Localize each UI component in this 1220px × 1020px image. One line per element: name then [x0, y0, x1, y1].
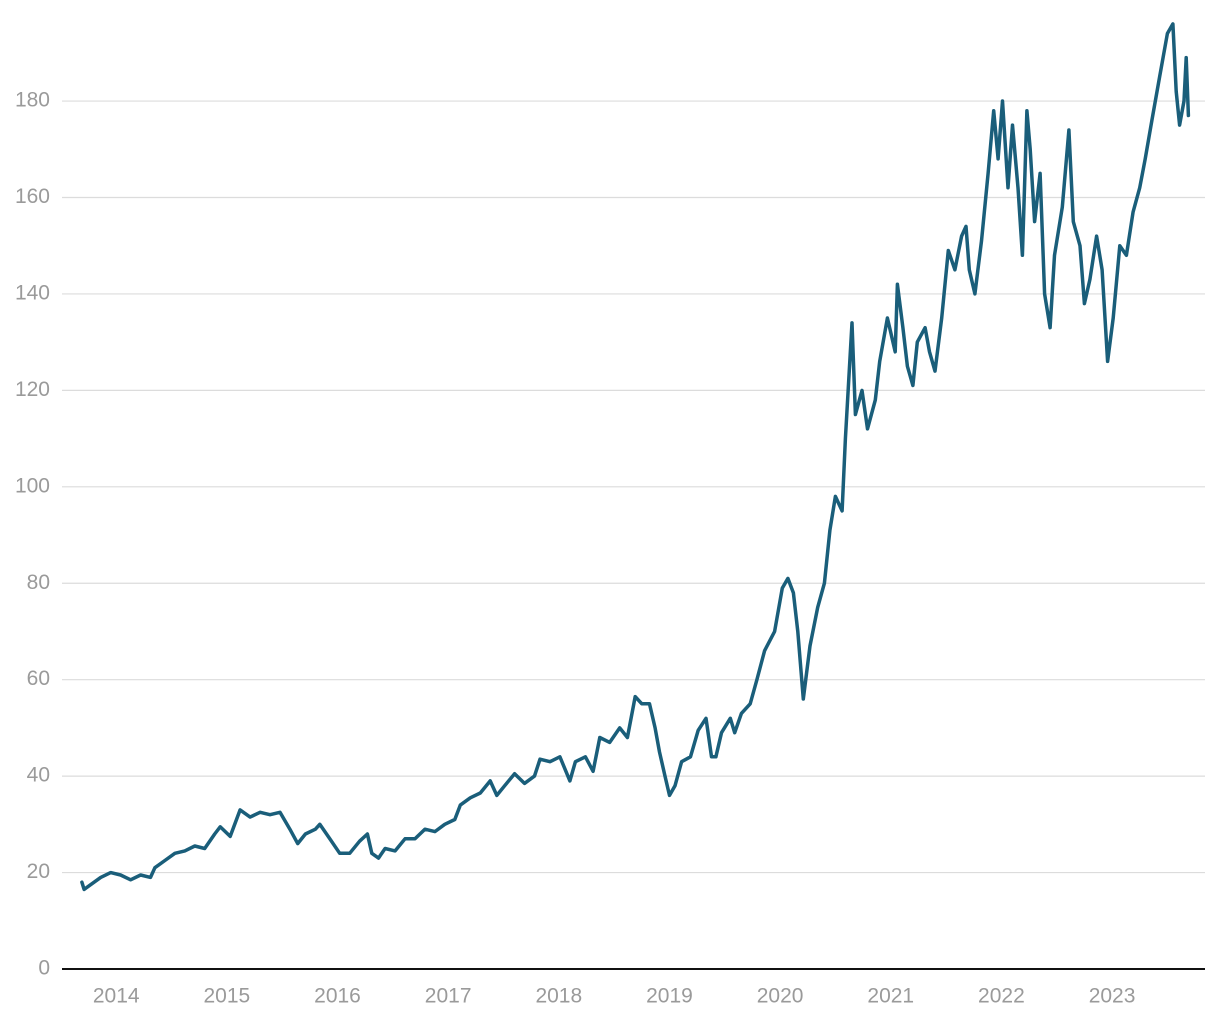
x-tick-label: 2015 — [204, 985, 251, 1008]
y-tick-label: 120 — [15, 378, 50, 401]
x-tick-label: 2023 — [1089, 985, 1136, 1008]
x-tick-label: 2017 — [425, 985, 472, 1008]
x-tick-label: 2021 — [867, 985, 914, 1008]
x-tick-label: 2020 — [757, 985, 804, 1008]
y-tick-label: 40 — [27, 764, 50, 787]
y-tick-label: 140 — [15, 281, 50, 304]
y-tick-label: 20 — [27, 860, 50, 883]
x-tick-label: 2022 — [978, 985, 1025, 1008]
y-tick-label: 100 — [15, 474, 50, 497]
x-tick-label: 2018 — [535, 985, 582, 1008]
x-tick-label: 2019 — [646, 985, 693, 1008]
y-tick-label: 180 — [15, 89, 50, 112]
x-tick-label: 2014 — [93, 985, 140, 1008]
y-tick-label: 60 — [27, 667, 50, 690]
y-tick-label: 80 — [27, 571, 50, 594]
y-tick-label: 160 — [15, 185, 50, 208]
x-tick-label: 2016 — [314, 985, 361, 1008]
y-tick-label: 0 — [38, 957, 50, 980]
price-line — [80, 22, 1191, 892]
